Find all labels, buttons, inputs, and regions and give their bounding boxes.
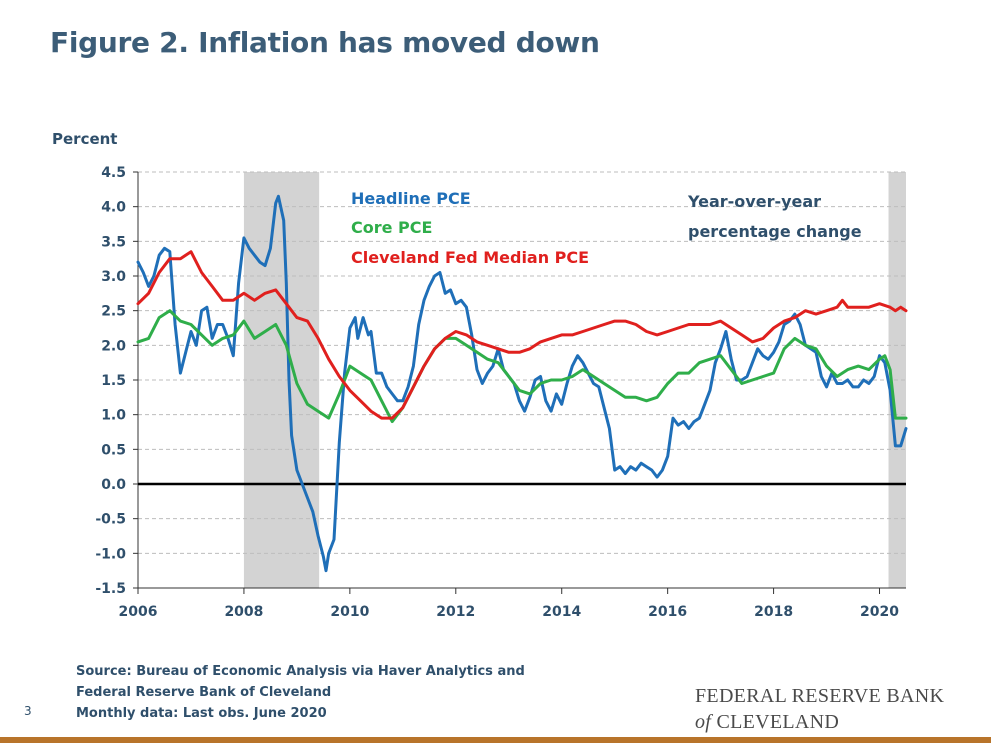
logo-cleveland: CLEVELAND [711, 711, 840, 733]
source-line-1: Source: Bureau of Economic Analysis via … [76, 664, 525, 679]
y-tick-label: 3.5 [101, 234, 126, 250]
y-axis-label: Percent [52, 130, 117, 148]
x-tick-label: 2014 [542, 604, 581, 620]
y-tick-label: 0.5 [101, 442, 126, 458]
series-line-cleveland-fed-median-pce [136, 250, 908, 420]
series-layer [136, 194, 908, 573]
y-tick-label: 4.0 [101, 200, 126, 216]
y-tick-label: 2.0 [101, 338, 126, 354]
series-line-core-pce [136, 309, 908, 424]
gridlines-layer [138, 171, 906, 589]
logo-of: of [695, 711, 712, 733]
y-tick-label: -1.5 [95, 581, 126, 597]
y-tick-label: 1.5 [101, 373, 126, 389]
y-tick-label: -0.5 [95, 512, 126, 528]
y-tick-label: 3.0 [101, 269, 126, 285]
x-tick-label: 2010 [330, 604, 369, 620]
x-tick-label: 2018 [754, 604, 793, 620]
legend-label: Cleveland Fed Median PCE [351, 248, 589, 267]
logo-line-2: of CLEVELAND [695, 709, 944, 735]
x-tick-label: 2016 [648, 604, 687, 620]
source-note: Source: Bureau of Economic Analysis via … [76, 661, 525, 724]
legend-label: Core PCE [351, 218, 432, 237]
x-tick-label: 2008 [224, 604, 263, 620]
y-tick-label: 1.0 [101, 408, 126, 424]
slide-title: Figure 2. Inflation has moved down [50, 26, 600, 59]
logo-line-1: FEDERAL RESERVE BANK [695, 685, 945, 707]
labels-layer: 4.5 4.0 3.5 3.0 2.5 2.0 1.5 1.0 0.5 0.0 -0.5 -1.0 -1… [52, 130, 899, 620]
legend-label: Headline PCE [351, 189, 471, 208]
bottom-accent-rule [0, 737, 991, 743]
x-tick-label: 2012 [436, 604, 475, 620]
page-number: 3 [24, 704, 32, 718]
y-tick-label: -1.0 [95, 546, 126, 562]
source-line-2: Federal Reserve Bank of Cleveland [76, 685, 332, 700]
annotation-line: percentage change [688, 222, 862, 241]
x-tick-label: 2006 [119, 604, 158, 620]
source-line-3: Monthly data: Last obs. June 2020 [76, 706, 327, 721]
axes-layer [133, 171, 906, 594]
federal-reserve-logo: FEDERAL RESERVE BANK of CLEVELAND [695, 683, 944, 735]
x-tick-label: 2020 [860, 604, 899, 620]
y-tick-label: 4.5 [101, 165, 126, 181]
annotation-line: Year-over-year [687, 192, 821, 211]
y-tick-label: 2.5 [101, 304, 126, 320]
y-tick-label: 0.0 [101, 477, 126, 493]
